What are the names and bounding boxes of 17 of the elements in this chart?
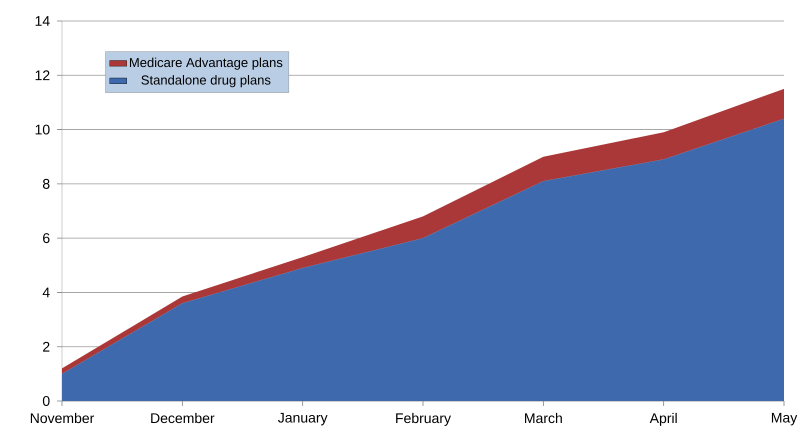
y-tick-label: 12 xyxy=(36,70,50,80)
y-tick-label: 0 xyxy=(42,396,50,406)
x-tick-label: April xyxy=(650,412,677,426)
x-tick-label: February xyxy=(396,412,451,426)
y-tick-label: 2 xyxy=(43,342,50,352)
y-tick-label: 14 xyxy=(36,16,50,26)
x-tick-label: December xyxy=(151,412,214,424)
y-tick-label: 6 xyxy=(43,233,50,244)
legend-label: Standalone drug plans xyxy=(141,75,270,88)
x-tick-label: January xyxy=(278,412,328,426)
x-tick-label: March xyxy=(525,412,562,424)
y-tick-label: 10 xyxy=(36,124,50,135)
x-tick-label: May xyxy=(772,412,798,426)
y-tick-label: 4 xyxy=(42,288,50,298)
y-tick-label: 8 xyxy=(42,178,50,189)
x-tick-label: November xyxy=(30,412,94,424)
legend-label: Medicare Advantage plans xyxy=(130,58,282,70)
